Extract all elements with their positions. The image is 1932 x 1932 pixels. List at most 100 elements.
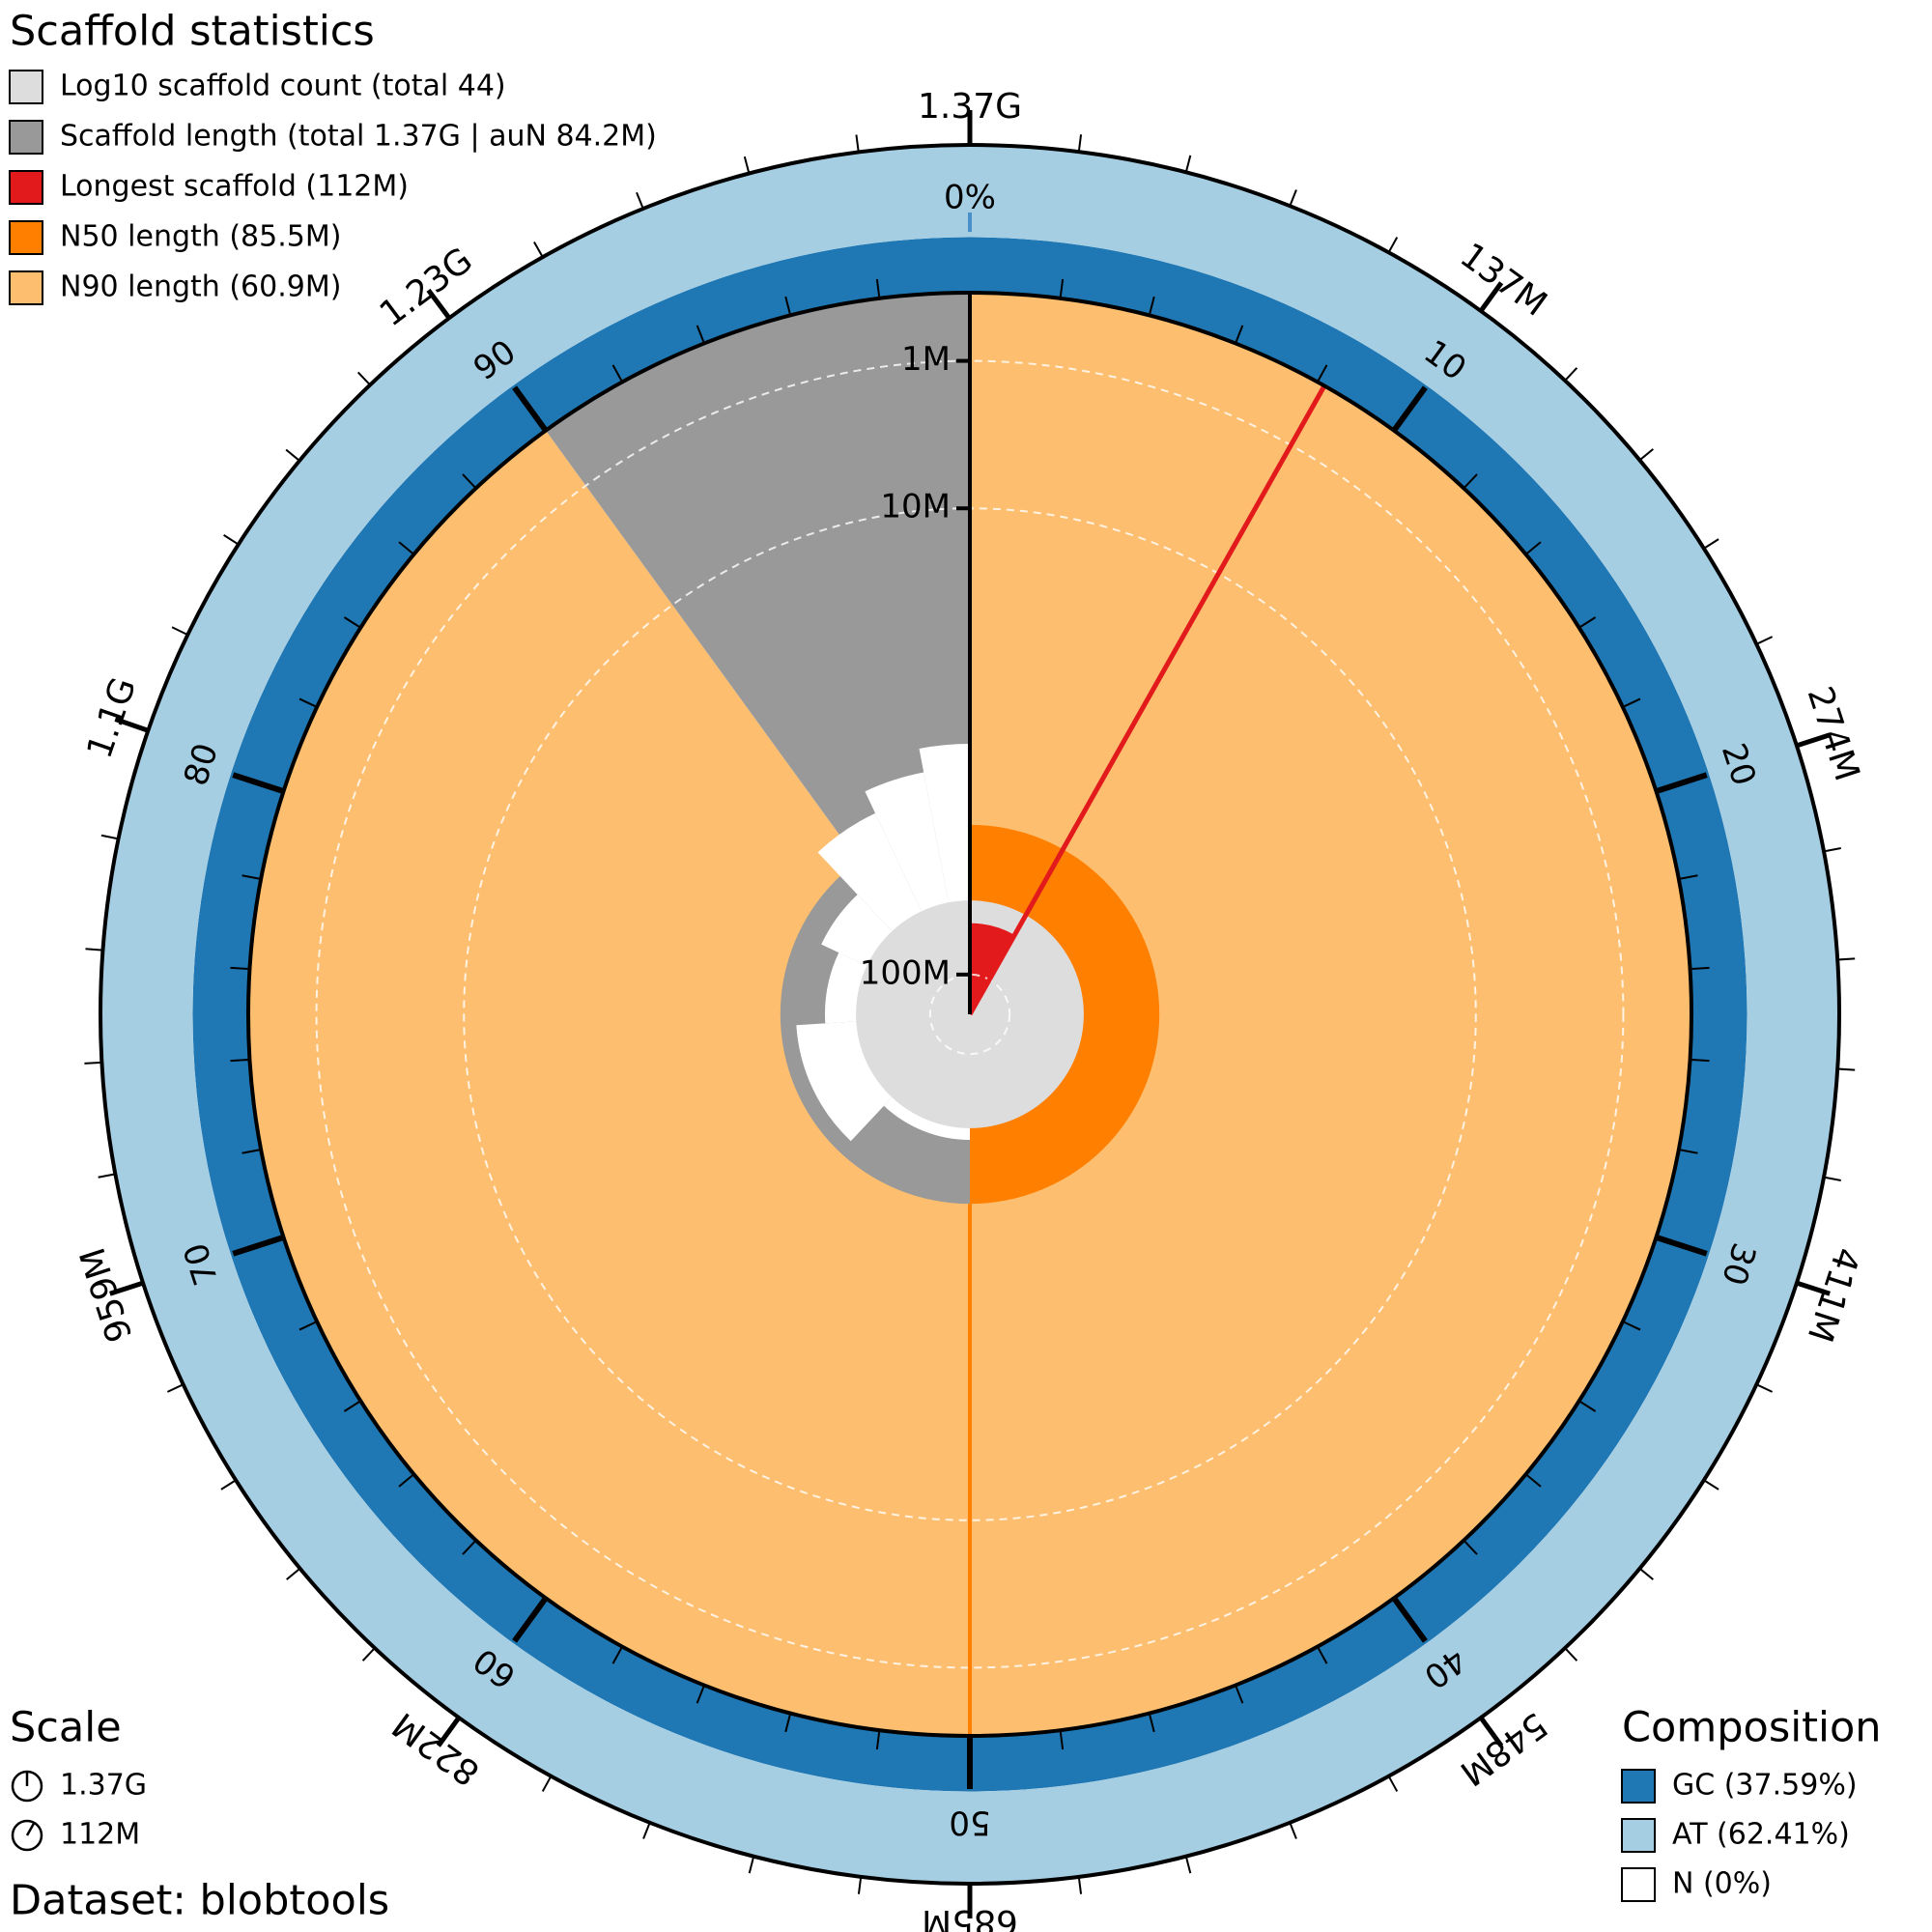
p-minor-tick [1690, 966, 1710, 971]
p-tick [1391, 385, 1428, 433]
p-minor-tick [1622, 697, 1641, 708]
legend-label: N90 length (60.9M) [60, 270, 341, 304]
scale-label: 112M [60, 1818, 140, 1852]
x-tick-label: 1.1G [80, 672, 145, 763]
length-gap [919, 744, 970, 910]
x-tick [109, 1280, 144, 1296]
dataset-label: Dataset: blobtools [10, 1877, 389, 1925]
p-minor-tick [343, 616, 361, 629]
p-tick [1391, 1596, 1428, 1643]
scale-title: Scale [10, 1704, 122, 1752]
y-tick-label: 10M [880, 488, 951, 526]
x-minor-tick [1077, 1876, 1083, 1894]
x-minor-tick [857, 1876, 863, 1894]
p-minor-tick [1235, 325, 1244, 344]
p-minor-tick [1578, 616, 1597, 629]
p-minor-tick [1316, 364, 1328, 383]
p-tick [1655, 772, 1708, 795]
legend-label: Log10 scaffold count (total 44) [60, 70, 506, 103]
p-minor-tick [696, 325, 705, 344]
composition-swatch [1621, 1867, 1656, 1902]
x-minor-tick [1564, 367, 1578, 382]
x-minor-tick [541, 1776, 553, 1792]
legend-swatch [9, 170, 43, 205]
x-minor-tick [1077, 134, 1083, 153]
legend-swatch [9, 270, 43, 305]
p-minor-tick [242, 874, 262, 881]
x-minor-tick [1564, 1647, 1578, 1662]
chart-title: Scaffold statistics [10, 8, 375, 56]
x-tick [1478, 1716, 1504, 1747]
x-tick-label: 274M [1800, 682, 1867, 786]
x-minor-tick [855, 134, 860, 153]
p-tick [512, 385, 549, 433]
x-minor-tick [533, 241, 544, 258]
x-tick [1796, 1280, 1831, 1296]
x-tick [426, 288, 452, 320]
x-minor-tick [748, 1856, 755, 1874]
composition-swatch [1621, 1818, 1656, 1853]
p-minor-tick [343, 1400, 361, 1412]
x-minor-tick [1638, 1567, 1654, 1580]
x-minor-tick [1755, 636, 1774, 645]
x-minor-tick [1184, 155, 1192, 173]
x-tick-label: 959M [73, 1243, 141, 1348]
grid-circle [315, 359, 1625, 1669]
x-minor-tick [285, 448, 300, 462]
x-minor-tick [98, 1173, 116, 1179]
p-minor-tick [1148, 1713, 1155, 1733]
p-tick [232, 772, 285, 795]
legend-swatch [9, 220, 43, 255]
ring-label: 0% [944, 179, 996, 217]
p-minor-tick [611, 1646, 624, 1664]
p-minor-tick [1678, 1148, 1698, 1154]
x-minor-tick [642, 1822, 651, 1839]
p-minor-tick [398, 1473, 415, 1488]
x-tick [114, 717, 150, 733]
x-minor-tick [636, 191, 644, 210]
x-minor-tick [1289, 189, 1297, 207]
x-minor-tick [1703, 538, 1719, 550]
p-minor-tick [611, 364, 624, 383]
scale-label: 1.37G [60, 1769, 147, 1803]
longest-line [967, 384, 1327, 1016]
p-tick [232, 1234, 285, 1257]
y-tick-label: 100M [860, 953, 951, 992]
p-minor-tick [784, 296, 792, 316]
legend-label: Longest scaffold (112M) [60, 170, 409, 204]
composition-title: Composition [1622, 1704, 1882, 1752]
composition-label: GC (37.59%) [1672, 1769, 1858, 1803]
p-minor-tick [1059, 1729, 1065, 1750]
scale-hand [25, 1822, 36, 1836]
p-minor-tick [1463, 473, 1478, 490]
x-minor-tick [84, 1061, 102, 1065]
x-minor-tick [1289, 1822, 1297, 1839]
x-minor-tick [1755, 1383, 1774, 1393]
p-tick [1655, 1234, 1708, 1257]
x-minor-tick [1823, 1176, 1841, 1181]
x-tick-label: 1.37G [918, 87, 1022, 127]
p-minor-tick [462, 473, 477, 490]
x-minor-tick [100, 834, 119, 840]
p-minor-tick [1622, 1321, 1641, 1331]
x-minor-tick [1837, 1067, 1856, 1071]
p-minor-tick [1578, 1400, 1597, 1412]
composition-label: AT (62.41%) [1672, 1818, 1850, 1852]
length-gap [817, 812, 931, 948]
x-minor-tick [223, 534, 240, 546]
x-minor-tick [286, 1567, 301, 1580]
scale-icon [11, 1819, 43, 1852]
x-minor-tick [166, 1383, 185, 1393]
legend-swatch [9, 120, 43, 155]
p-minor-tick [298, 1321, 318, 1331]
x-minor-tick [85, 948, 103, 952]
p-minor-tick [1235, 1685, 1244, 1704]
x-minor-tick [1387, 1776, 1399, 1792]
p-minor-tick [1678, 874, 1698, 881]
x-minor-tick [743, 156, 751, 174]
x-minor-tick [361, 1647, 376, 1662]
y-tick-label: 1M [901, 340, 951, 379]
legend-label: N50 length (85.5M) [60, 220, 341, 254]
composition-label: N (0%) [1672, 1867, 1772, 1901]
